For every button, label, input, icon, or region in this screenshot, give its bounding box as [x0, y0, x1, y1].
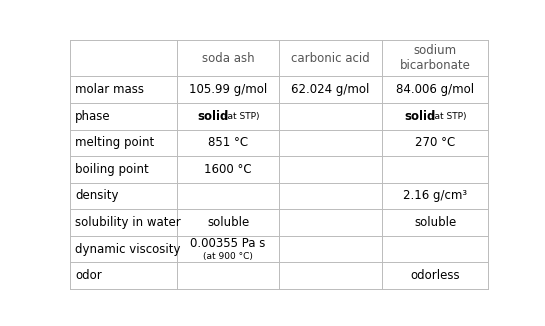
- Text: boiling point: boiling point: [75, 163, 149, 176]
- Text: 0.00355 Pa s: 0.00355 Pa s: [190, 237, 266, 250]
- Text: soluble: soluble: [207, 216, 249, 229]
- Text: solubility in water: solubility in water: [75, 216, 181, 229]
- Text: solid: solid: [404, 110, 436, 123]
- Text: 2.16 g/cm³: 2.16 g/cm³: [403, 189, 467, 202]
- Text: 105.99 g/mol: 105.99 g/mol: [189, 83, 267, 96]
- Text: density: density: [75, 189, 119, 202]
- Text: carbonic acid: carbonic acid: [291, 52, 370, 65]
- Text: 851 °C: 851 °C: [208, 136, 248, 149]
- Text: 62.024 g/mol: 62.024 g/mol: [292, 83, 370, 96]
- Text: odorless: odorless: [410, 269, 460, 282]
- Text: melting point: melting point: [75, 136, 155, 149]
- Text: 1600 °C: 1600 °C: [204, 163, 252, 176]
- Text: 270 °C: 270 °C: [415, 136, 455, 149]
- Text: soluble: soluble: [414, 216, 456, 229]
- Text: (at STP): (at STP): [431, 112, 467, 121]
- Text: sodium
bicarbonate: sodium bicarbonate: [399, 44, 470, 72]
- Text: phase: phase: [75, 110, 111, 123]
- Text: (at STP): (at STP): [224, 112, 259, 121]
- Text: molar mass: molar mass: [75, 83, 144, 96]
- Text: soda ash: soda ash: [202, 52, 255, 65]
- Text: odor: odor: [75, 269, 102, 282]
- Text: (at 900 °C): (at 900 °C): [203, 252, 253, 261]
- Text: solid: solid: [198, 110, 229, 123]
- Text: 84.006 g/mol: 84.006 g/mol: [396, 83, 474, 96]
- Text: dynamic viscosity: dynamic viscosity: [75, 243, 181, 256]
